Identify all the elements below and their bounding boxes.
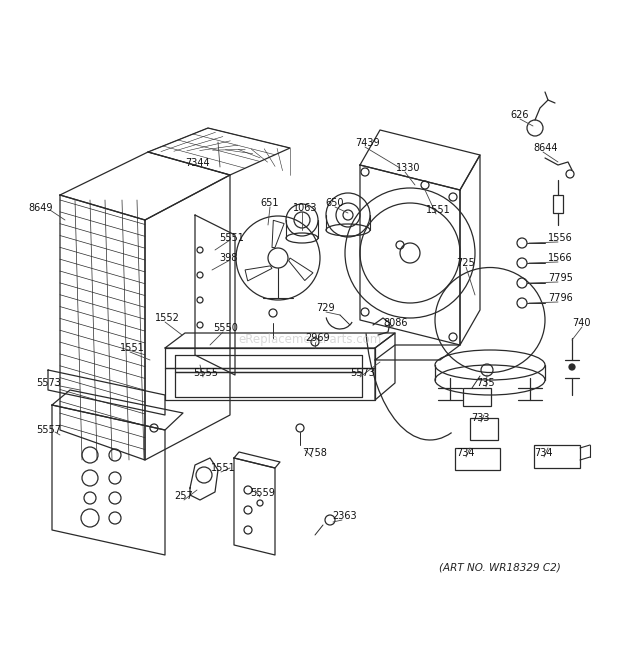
- Text: 1566: 1566: [548, 253, 573, 263]
- Text: 5551: 5551: [219, 233, 244, 243]
- Text: 733: 733: [471, 413, 490, 423]
- Text: 5573: 5573: [350, 368, 375, 378]
- Text: 7439: 7439: [355, 138, 379, 148]
- Text: 626: 626: [510, 110, 528, 120]
- Text: 398: 398: [219, 253, 237, 263]
- Text: 7344: 7344: [185, 158, 210, 168]
- Text: 2969: 2969: [305, 333, 330, 343]
- Text: 5559: 5559: [250, 488, 275, 498]
- Text: 8644: 8644: [533, 143, 557, 153]
- Text: 257: 257: [174, 491, 193, 501]
- Text: 735: 735: [476, 378, 495, 388]
- Text: 740: 740: [572, 318, 590, 328]
- Text: 650: 650: [325, 198, 343, 208]
- Text: 5550: 5550: [213, 323, 238, 333]
- Text: eReplacementParts.com: eReplacementParts.com: [238, 334, 382, 346]
- Text: 729: 729: [316, 303, 335, 313]
- Text: (ART NO. WR18329 C2): (ART NO. WR18329 C2): [439, 562, 561, 572]
- Text: 651: 651: [260, 198, 278, 208]
- Text: 5557: 5557: [36, 425, 61, 435]
- Text: 8649: 8649: [28, 203, 53, 213]
- Circle shape: [569, 364, 575, 370]
- Text: 725: 725: [456, 258, 475, 268]
- Text: 5555: 5555: [193, 368, 218, 378]
- Text: 2363: 2363: [332, 511, 356, 521]
- Text: 1551: 1551: [120, 343, 144, 353]
- Text: 1551: 1551: [426, 205, 451, 215]
- Text: 1556: 1556: [548, 233, 573, 243]
- Text: 1552: 1552: [155, 313, 180, 323]
- Text: 734: 734: [534, 448, 552, 458]
- Text: 8086: 8086: [383, 318, 407, 328]
- Text: 7796: 7796: [548, 293, 573, 303]
- Text: 1551: 1551: [211, 463, 236, 473]
- Bar: [553, 195, 563, 213]
- Text: 7758: 7758: [302, 448, 327, 458]
- Text: 1330: 1330: [396, 163, 420, 173]
- Text: 1063: 1063: [293, 203, 317, 213]
- Text: 734: 734: [456, 448, 474, 458]
- Bar: [463, 388, 491, 406]
- Text: 5573: 5573: [36, 378, 61, 388]
- Text: 7795: 7795: [548, 273, 573, 283]
